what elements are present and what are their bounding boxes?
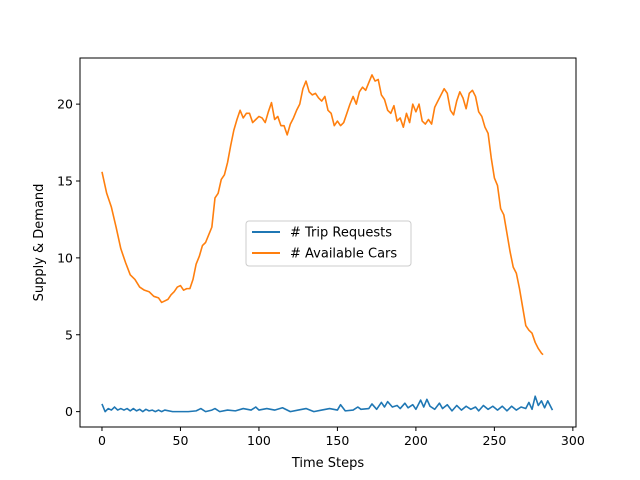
y-tick-label: 20 — [57, 97, 73, 112]
y-tick-label: 15 — [57, 174, 73, 189]
legend-box — [245, 220, 412, 267]
series-line-available-cars — [101, 74, 544, 356]
axes-frame — [79, 57, 577, 428]
series-layer — [101, 74, 554, 413]
x-tick-label: 50 — [173, 433, 189, 448]
series-line-trip-requests — [101, 395, 554, 413]
legend-label-available-cars: # Available Cars — [290, 247, 397, 262]
x-tick-label: 250 — [482, 433, 506, 448]
legend-label-trip-requests: # Trip Requests — [290, 226, 392, 241]
y-tick-label: 10 — [57, 250, 73, 265]
x-tick-label: 150 — [325, 433, 349, 448]
y-axis-label: Supply & Demand — [32, 184, 47, 302]
y-tick-label: 5 — [65, 327, 73, 342]
legend: # Trip Requests # Available Cars — [245, 220, 412, 267]
x-axis-ticks: 0 50 100 150 200 250 300 — [98, 427, 585, 448]
x-tick-label: 100 — [247, 433, 271, 448]
x-tick-label: 200 — [404, 433, 428, 448]
y-axis-ticks: 0 5 10 15 20 — [57, 97, 80, 419]
y-tick-label: 0 — [65, 404, 73, 419]
x-tick-label: 0 — [98, 433, 106, 448]
x-axis-label: Time Steps — [291, 456, 365, 471]
x-tick-label: 300 — [561, 433, 585, 448]
